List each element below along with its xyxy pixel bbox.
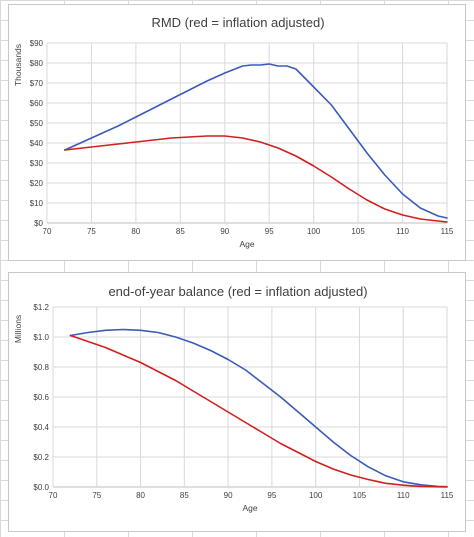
balance-x-axis-label: Age (242, 503, 257, 513)
rmd-series-nominal-line (63, 63, 448, 219)
rmd-chart-panel[interactable]: RMD (red = inflation adjusted) $0 $10 $20 $3… (8, 4, 466, 261)
rmd-x-tick-label: 115 (441, 227, 454, 236)
rmd-x-tick-label: 75 (87, 227, 96, 236)
rmd-y-tick-label: $20 (30, 179, 44, 188)
rmd-x-tick-label: 110 (396, 227, 409, 236)
rmd-y-tick-label: $60 (30, 99, 44, 108)
rmd-y-axis-label: Thousands (13, 44, 23, 86)
balance-y-tick-label: $0.8 (33, 363, 49, 372)
balance-x-tick-label: 85 (180, 491, 189, 500)
balance-y-axis-label: Millions (13, 315, 23, 343)
balance-x-tick-label: 75 (92, 491, 101, 500)
rmd-y-tick-label: $40 (30, 139, 44, 148)
balance-x-tick-label: 105 (353, 491, 367, 500)
rmd-x-axis-label: Age (239, 239, 254, 249)
balance-chart-panel[interactable]: end-of-year balance (red = inflation adj… (8, 272, 466, 532)
balance-x-tick-label: 90 (224, 491, 233, 500)
balance-x-tick-label: 95 (267, 491, 276, 500)
rmd-y-tick-label: $70 (30, 79, 44, 88)
balance-x-tick-label: 100 (309, 491, 323, 500)
balance-x-tick-label: 115 (441, 491, 454, 500)
rmd-series-inflation-adjusted-line (63, 135, 448, 223)
balance-chart: end-of-year balance (red = inflation adj… (13, 284, 454, 513)
rmd-x-tick-label: 105 (351, 227, 365, 236)
rmd-x-tick-label: 80 (131, 227, 140, 236)
rmd-y-tick-label: $0 (34, 219, 43, 228)
rmd-x-tick-label: 85 (176, 227, 185, 236)
balance-y-tick-label: $1.2 (33, 303, 49, 312)
balance-x-tick-label: 110 (397, 491, 410, 500)
balance-x-tick-label: 70 (49, 491, 58, 500)
balance-x-tick-label: 80 (136, 491, 145, 500)
rmd-y-tick-label: $90 (30, 39, 44, 48)
rmd-x-tick-label: 70 (43, 227, 52, 236)
balance-series-nominal-line (69, 328, 448, 488)
rmd-y-tick-label: $80 (30, 59, 44, 68)
balance-chart-title: end-of-year balance (red = inflation adj… (108, 284, 367, 299)
rmd-y-tick-label: $50 (30, 119, 44, 128)
balance-y-tick-label: $0.2 (33, 453, 49, 462)
balance-y-tick-label: $0.6 (33, 393, 49, 402)
balance-y-tick-label: $0.4 (33, 423, 49, 432)
balance-y-tick-label: $0.0 (33, 483, 49, 492)
rmd-chart-title: RMD (red = inflation adjusted) (151, 15, 324, 30)
rmd-x-tick-label: 95 (265, 227, 274, 236)
rmd-y-tick-label: $30 (30, 159, 44, 168)
balance-series-inflation-adjusted-line (69, 334, 448, 488)
balance-y-tick-label: $1.0 (33, 333, 49, 342)
rmd-x-tick-label: 90 (220, 227, 229, 236)
rmd-chart: RMD (red = inflation adjusted) $0 $10 $20 $3… (13, 15, 454, 249)
rmd-x-tick-label: 100 (307, 227, 321, 236)
rmd-y-tick-label: $10 (30, 199, 44, 208)
